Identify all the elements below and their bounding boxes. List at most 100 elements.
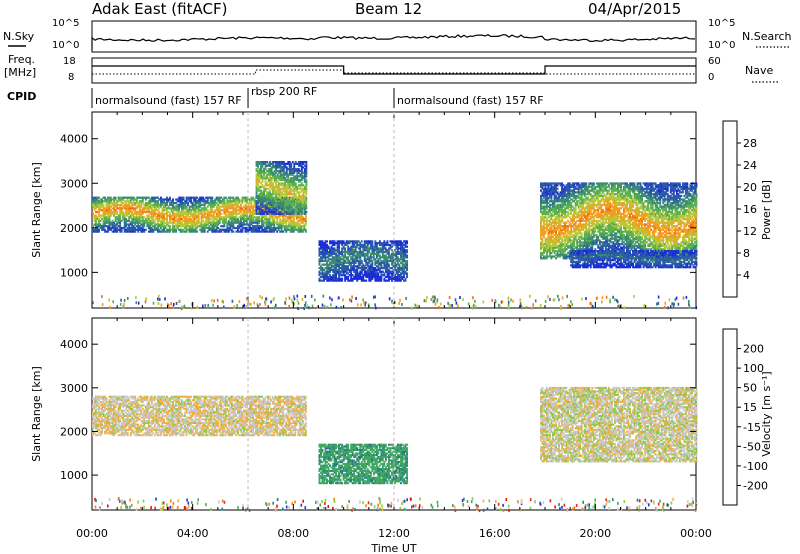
power-cell [179,219,182,222]
power-cell [190,228,193,231]
power-cell [184,203,186,206]
power-cell [160,223,162,226]
power-cell [105,202,108,205]
power-cell [132,226,135,230]
power-cell [95,218,97,221]
power-cell [152,209,155,212]
power-cell [117,228,120,231]
power-cell [134,207,137,210]
power-cell [185,218,188,221]
power-cell [123,203,126,206]
power-cell [128,218,131,221]
power-cell [196,202,199,205]
power-cell [197,209,200,212]
power-cell [182,230,185,233]
power-cell [110,196,112,199]
power-cell [150,209,153,212]
power-cell [326,240,328,243]
power-cell [119,212,122,215]
power-cell [99,198,102,201]
power-cell [169,225,171,228]
power-cell [135,225,138,228]
power-cell [92,202,94,205]
power-cell [191,207,194,210]
power-cell [187,198,189,201]
power-cell [172,202,174,205]
power-cell [116,207,119,210]
nsearch-label: N.Search [742,30,792,43]
power-cell [194,203,197,206]
power-cell [156,226,159,230]
power-cell [108,216,111,219]
power-cell [119,219,122,222]
power-cell [580,232,583,235]
power-cell [113,226,115,230]
power-cell [188,230,191,233]
power-cell [305,161,308,164]
power-cell [132,196,135,199]
power-cell [166,196,168,199]
power-cell [166,202,168,205]
power-cell [194,210,197,214]
power-cell [158,219,161,222]
power-cell [153,196,156,199]
power-cell [187,219,189,222]
power-cell [182,225,185,228]
power-cell [140,228,143,231]
power-cell [134,230,137,233]
power-cell [99,209,102,212]
power-cell [150,228,153,231]
power-cell [196,223,199,226]
power-cell [107,210,109,214]
power-cell [128,219,131,222]
power-cell [191,225,194,228]
power-cell [105,212,108,215]
power-cell [190,226,193,230]
power-cell [104,221,106,224]
power-cell [96,205,99,208]
power-cell [181,209,183,212]
power-cell [135,216,138,219]
power-cell [199,221,202,224]
power-cell [190,230,193,233]
power-cell [138,203,141,206]
power-cell [96,210,99,214]
power-cell [144,218,147,221]
power-cell [128,196,131,199]
power-cell [116,221,119,224]
power-cell [185,205,188,208]
power-cell [125,196,128,199]
power-cell [147,230,150,233]
power-cell [93,223,96,226]
power-cell [232,230,235,233]
power-cell [187,223,189,226]
power-cell [134,228,137,231]
power-cell [181,207,183,210]
power-cell [176,223,179,226]
power-cell [93,209,96,212]
power-cell [147,209,150,212]
power-cell [125,221,128,224]
power-cell [141,228,144,231]
power-cell [143,207,146,210]
power-cell [197,210,200,214]
power-cell [184,210,186,214]
power-cell [172,214,174,217]
power-cell [110,198,112,201]
power-cell [137,216,140,219]
power-cell [190,196,193,199]
power-cell [93,214,96,217]
power-cell [113,200,115,203]
power-cell [191,196,194,199]
power-cell [107,212,109,215]
power-cell [105,205,108,208]
power-cell [161,230,164,233]
power-cell [196,205,199,208]
power-cell [166,210,168,214]
power-cell [122,210,125,214]
power-cell [197,216,200,219]
power-cell [93,196,96,199]
power-cell [117,216,120,219]
